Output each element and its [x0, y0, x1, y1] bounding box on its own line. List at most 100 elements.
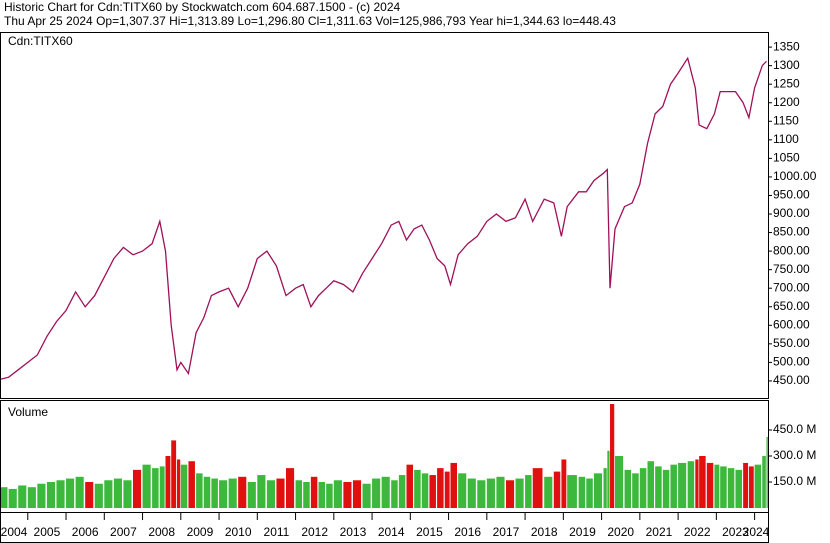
volume-bar	[171, 440, 177, 508]
volume-bar	[142, 464, 151, 508]
volume-bar	[247, 482, 256, 508]
price-line	[0, 56, 767, 380]
x-tick-label: 2012	[301, 525, 328, 539]
x-tick-label: 2017	[493, 525, 520, 539]
volume-bar	[406, 464, 413, 508]
y-tick-label: 1350	[773, 39, 800, 53]
x-tick-label: 2011	[264, 525, 290, 539]
panel-title: Cdn:TITX60	[8, 34, 73, 48]
x-tick-label: 2010	[225, 525, 252, 539]
volume-bar	[352, 480, 362, 508]
x-tick-label: 2008	[148, 525, 175, 539]
x-tick-label: 2007	[110, 525, 137, 539]
volume-bar	[467, 478, 476, 508]
volume-bar	[326, 483, 333, 508]
volume-bar	[735, 469, 742, 508]
volume-bar	[607, 450, 610, 508]
panel-title: Volume	[8, 405, 48, 419]
volume-bar	[720, 466, 727, 508]
volume-bar	[372, 478, 381, 508]
volume-bar	[238, 476, 247, 508]
y-tick-label: 500.00	[773, 355, 810, 369]
y-tick-label: 1250	[773, 76, 800, 90]
volume-bar	[176, 459, 181, 508]
x-tick-label: 2009	[187, 525, 214, 539]
volume-bar	[614, 456, 624, 508]
volume-bar	[505, 480, 515, 508]
x-tick-label: 2018	[531, 525, 558, 539]
volume-bar	[429, 475, 436, 508]
volume-bar	[743, 462, 749, 508]
volume-bar	[553, 471, 561, 508]
volume-bar	[333, 480, 342, 508]
quote-line: Thu Apr 25 2024 Op=1,307.37 Hi=1,313.89 …	[4, 14, 616, 28]
volume-bar	[437, 468, 444, 508]
volume-bar	[486, 478, 495, 508]
volume-bar	[228, 478, 237, 508]
volume-bar	[276, 478, 285, 508]
x-tick-label: 2024	[743, 525, 770, 539]
volume-bar	[104, 480, 113, 508]
volume-bar	[211, 478, 218, 508]
volume-bar	[203, 476, 211, 508]
volume-bar	[46, 482, 56, 508]
y-tick-label: 450.0 M	[773, 422, 816, 436]
x-tick-label: 2004	[1, 525, 28, 539]
x-tick-label: 2021	[646, 525, 673, 539]
y-tick-label: 800.00	[773, 243, 810, 257]
volume-bar	[295, 480, 303, 508]
volume-bar	[1, 487, 8, 508]
volume-bar	[414, 469, 421, 508]
volume-bar	[766, 436, 768, 508]
volume-bar	[257, 475, 266, 508]
volume-bar	[496, 476, 505, 508]
y-tick-label: 1300	[773, 58, 800, 72]
volume-bar	[754, 464, 762, 508]
volume-bar	[165, 456, 171, 508]
volume-bar	[525, 475, 532, 508]
volume-bar	[85, 482, 94, 508]
volume-bar	[632, 473, 639, 508]
y-tick-label: 1100	[773, 132, 799, 146]
volume-bar	[678, 462, 687, 508]
volume-bar	[567, 475, 577, 508]
x-tick-label: 2020	[607, 525, 634, 539]
volume-bar	[515, 478, 524, 508]
volume-bar	[266, 480, 275, 508]
volume-bar	[670, 464, 677, 508]
y-tick-label: 650.00	[773, 299, 810, 313]
volume-bar	[450, 462, 457, 508]
volume-bar	[624, 469, 632, 508]
x-tick-label: 2006	[72, 525, 99, 539]
volume-bar	[727, 468, 735, 508]
volume-bar	[362, 483, 371, 508]
volume-bar	[27, 487, 36, 508]
volume-bar	[458, 473, 467, 508]
volume-bar	[196, 473, 203, 508]
volume-bar	[655, 466, 662, 508]
x-tick-label: 2013	[340, 525, 367, 539]
volume-bar	[310, 476, 318, 508]
volume-bar	[398, 475, 406, 508]
volume-bar	[123, 480, 132, 508]
x-tick-label: 2019	[569, 525, 596, 539]
volume-bar	[444, 471, 450, 508]
volume-bar	[285, 468, 295, 508]
y-tick-label: 750.00	[773, 262, 810, 276]
chart-header-title: Historic Chart for Cdn:TITX60 by Stockwa…	[4, 0, 401, 14]
volume-bar	[706, 462, 714, 508]
volume-bar	[188, 461, 195, 508]
volume-bar	[94, 483, 103, 508]
x-tick-label: 2014	[378, 525, 405, 539]
y-tick-label: 1000.00	[773, 169, 817, 183]
volume-bar	[37, 483, 46, 508]
y-tick-label: 150.0 M	[773, 474, 816, 488]
x-tick-label: 2022	[684, 525, 711, 539]
volume-bar	[391, 480, 398, 508]
volume-bar	[75, 476, 84, 508]
date-axis	[0, 512, 769, 543]
y-tick-label: 300.0 M	[773, 448, 816, 462]
volume-bar	[477, 480, 486, 508]
volume-bar	[714, 464, 720, 508]
y-tick-label: 600.00	[773, 317, 810, 331]
